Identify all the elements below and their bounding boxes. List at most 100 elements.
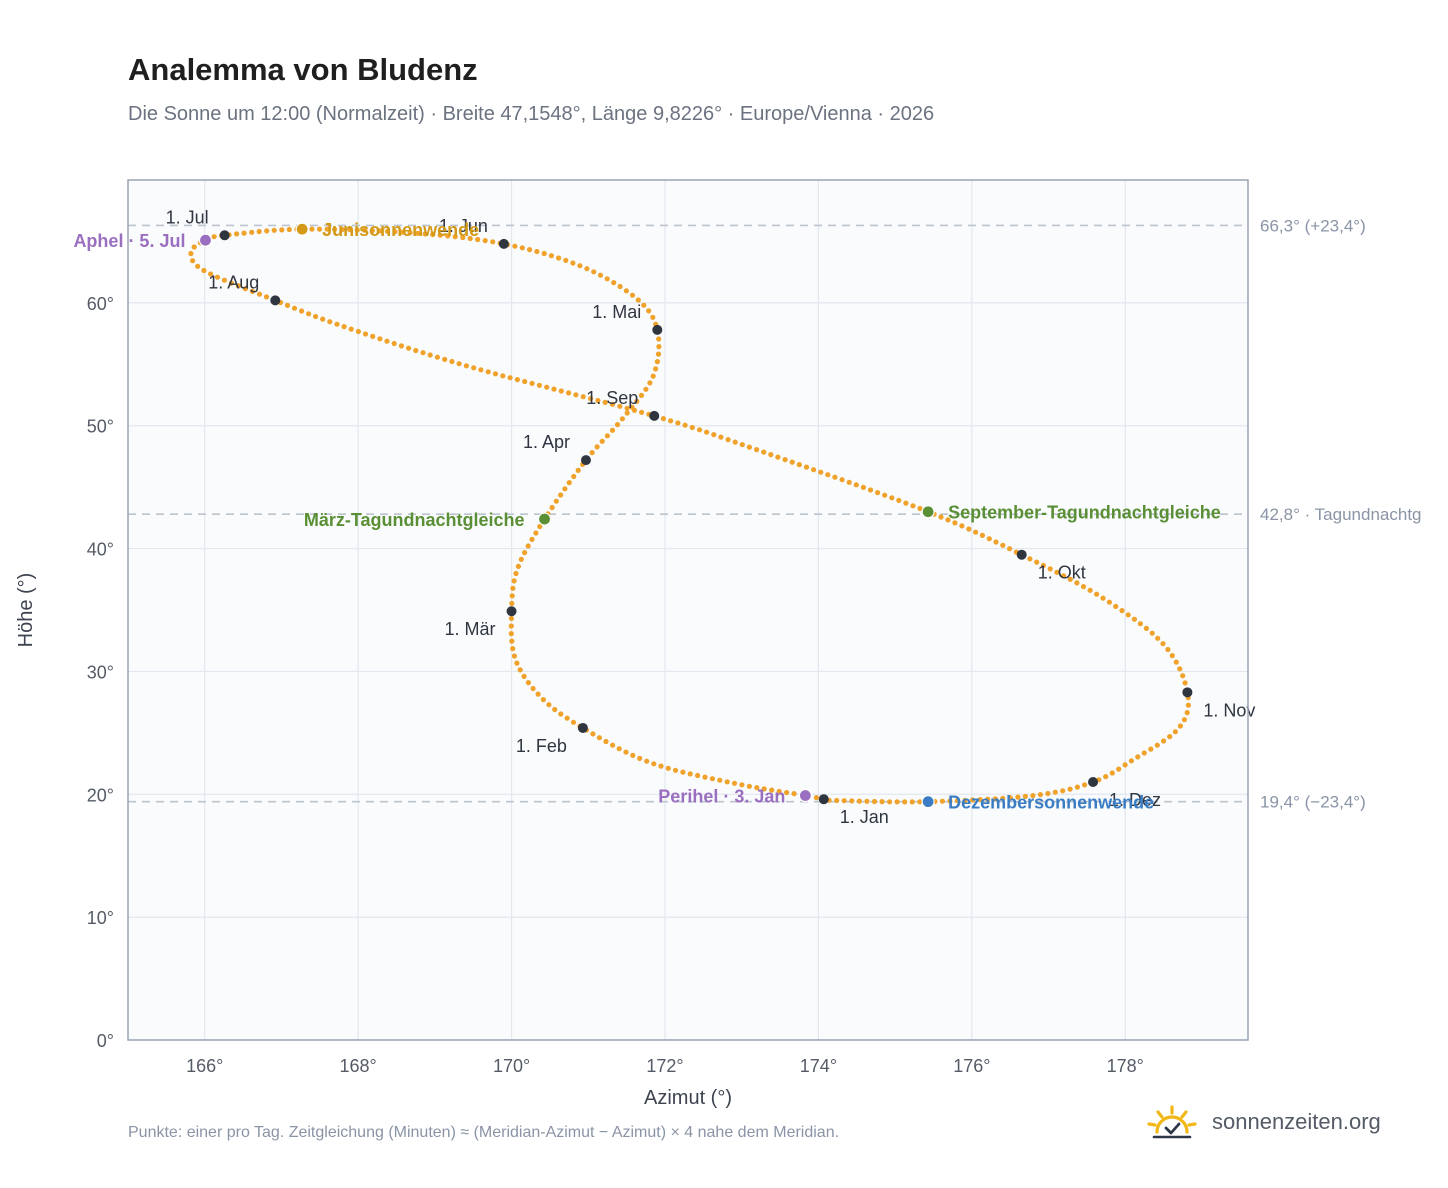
day-point (761, 786, 767, 792)
day-point (354, 227, 360, 233)
day-point (650, 373, 656, 379)
day-point (651, 761, 657, 767)
day-point (320, 316, 326, 322)
day-point (1034, 559, 1040, 565)
day-point (591, 269, 597, 275)
day-point (739, 782, 745, 788)
day-point (695, 772, 701, 779)
day-point (1007, 546, 1013, 552)
x-tick-label: 174° (800, 1056, 837, 1076)
day-point (299, 308, 305, 314)
day-point (500, 373, 506, 379)
day-point (610, 742, 616, 748)
day-point (549, 504, 555, 511)
month-point (498, 238, 509, 249)
day-point (546, 702, 552, 708)
day-point (656, 336, 662, 342)
day-point (1015, 794, 1021, 800)
day-point (846, 479, 852, 485)
day-point (1052, 789, 1058, 795)
day-point (624, 405, 630, 411)
day-point (1143, 625, 1149, 632)
day-point (309, 226, 315, 232)
day-point (1160, 641, 1166, 647)
day-point (510, 646, 516, 652)
day-point (449, 358, 455, 365)
day-point (602, 399, 608, 405)
day-point (832, 474, 838, 480)
day-point (339, 226, 345, 233)
day-point (660, 416, 667, 422)
day-point (617, 283, 623, 290)
day-point (1080, 584, 1087, 590)
day-point (415, 230, 421, 236)
day-point (909, 799, 915, 805)
brand[interactable]: sonnenzeiten.org (1146, 1102, 1381, 1142)
day-point (902, 799, 908, 805)
day-point (514, 377, 521, 383)
day-point (638, 392, 645, 398)
y-tick-label: 10° (87, 908, 114, 928)
day-point (190, 258, 196, 264)
day-point (903, 500, 909, 506)
day-point (445, 233, 451, 239)
reference-lines: 66,3° (+23,4°) 42,8° · Tagundnachtg 19,4° … (128, 216, 1422, 812)
day-point (563, 257, 569, 263)
day-point (519, 245, 525, 251)
day-point (400, 229, 406, 235)
day-point (517, 667, 523, 673)
day-point (718, 434, 724, 440)
day-point (553, 498, 559, 504)
day-point (530, 685, 536, 692)
day-point (818, 469, 824, 475)
day-point (452, 234, 458, 240)
day-point (535, 691, 541, 697)
day-point (514, 660, 520, 666)
day-point (993, 539, 999, 545)
day-point (513, 570, 519, 577)
day-point (1082, 782, 1088, 788)
day-point (856, 798, 863, 804)
day-point (566, 390, 572, 396)
month-point (270, 295, 281, 306)
day-point (1181, 717, 1187, 723)
day-point (979, 532, 986, 539)
day-point (739, 442, 745, 448)
day-point (529, 380, 535, 386)
month-point (1088, 777, 1099, 787)
day-point (746, 444, 753, 450)
day-point (650, 314, 656, 320)
day-point (655, 351, 662, 357)
day-point (264, 228, 270, 234)
day-point (1074, 784, 1080, 790)
day-point (647, 380, 653, 386)
day-point (475, 236, 481, 243)
day-point (369, 228, 375, 234)
day-point (1154, 742, 1160, 748)
day-point (1087, 587, 1093, 593)
day-point (668, 418, 674, 424)
day-point (954, 798, 961, 804)
day-point (492, 371, 499, 377)
day-point (646, 308, 652, 314)
day-point (882, 492, 888, 498)
day-point (384, 228, 391, 234)
event-label: Perihel · 3. Jan (658, 787, 785, 807)
day-point (1172, 729, 1178, 735)
month-point (1182, 687, 1193, 698)
day-point (629, 292, 636, 298)
day-point (332, 226, 338, 232)
brand-name: sonnenzeiten.org (1212, 1109, 1381, 1134)
day-point (1122, 762, 1128, 768)
day-point (732, 439, 738, 445)
day-point (515, 563, 522, 570)
day-point (511, 653, 517, 659)
day-point (391, 340, 397, 347)
reference-line-label: 42,8° · Tagundnachtg (1260, 505, 1422, 524)
plot-frame (127, 179, 1249, 1041)
day-point (564, 715, 570, 721)
day-point (536, 382, 543, 388)
day-point (731, 780, 738, 786)
day-point (709, 776, 716, 782)
day-point (604, 276, 610, 282)
